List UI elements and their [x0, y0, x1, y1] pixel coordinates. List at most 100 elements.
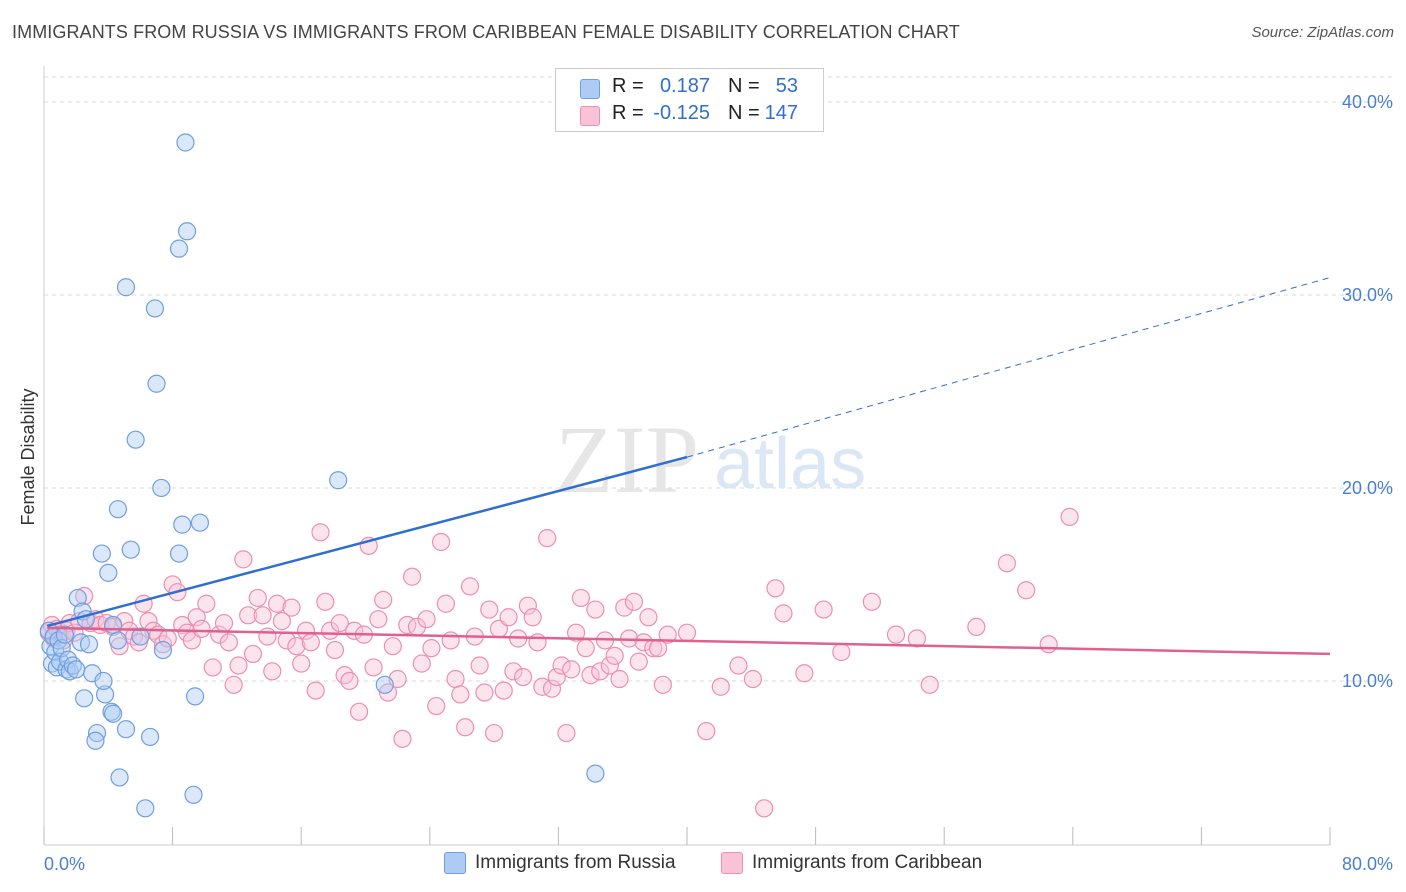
- caribbean-point: [920, 675, 939, 694]
- russia-point: [173, 515, 192, 534]
- caribbean-trend-line: [47, 626, 1331, 656]
- caribbean-point: [1060, 507, 1079, 527]
- caribbean-point: [316, 592, 335, 611]
- russia-point: [92, 544, 111, 563]
- russia-point: [104, 615, 123, 635]
- caribbean-point: [187, 608, 206, 627]
- legend-swatch-russia: [580, 79, 600, 99]
- russia-point: [55, 625, 74, 644]
- caribbean-point: [538, 529, 557, 548]
- caribbean-point: [528, 633, 547, 652]
- caribbean-point: [417, 610, 436, 629]
- caribbean-point: [1039, 635, 1058, 654]
- caribbean-point: [335, 666, 354, 685]
- caribbean-point: [403, 567, 422, 586]
- russia-point: [140, 727, 160, 747]
- y-axis-label: Female Disability: [18, 388, 38, 525]
- caribbean-point: [600, 656, 619, 675]
- russia-point: [52, 639, 71, 658]
- caribbean-point: [282, 598, 301, 617]
- caribbean-point: [306, 681, 325, 700]
- caribbean-point: [677, 623, 697, 642]
- russia-point: [99, 563, 118, 582]
- russia-point: [176, 133, 195, 152]
- russia-point: [169, 544, 189, 563]
- caribbean-point: [566, 623, 586, 642]
- russia-point: [152, 478, 171, 498]
- caribbean-point: [451, 685, 470, 704]
- russia-point: [375, 675, 394, 694]
- russia-point: [121, 540, 140, 559]
- caribbean-point: [523, 608, 542, 627]
- caribbean-point: [591, 662, 610, 681]
- y-tick-label: 40.0%: [1342, 92, 1393, 112]
- caribbean-point: [364, 658, 383, 677]
- legend-n-value: 53: [775, 75, 798, 97]
- caribbean-point: [697, 722, 716, 741]
- russia-points: [39, 133, 605, 818]
- caribbean-point: [248, 588, 267, 608]
- caribbean-point: [629, 652, 648, 671]
- caribbean-point: [292, 654, 311, 673]
- caribbean-point: [272, 612, 292, 631]
- x-tick-label: 0.0%: [44, 854, 85, 874]
- caribbean-point: [755, 799, 774, 818]
- caribbean-point: [494, 681, 513, 700]
- caribbean-point: [422, 639, 441, 658]
- russia-point: [94, 671, 113, 691]
- caribbean-point: [224, 675, 243, 694]
- caribbean-point: [513, 667, 533, 687]
- caribbean-point: [562, 660, 581, 679]
- caribbean-point: [547, 667, 566, 687]
- russia-point: [87, 723, 107, 743]
- caribbean-point: [301, 633, 320, 652]
- legend-r-value: -0.125: [653, 102, 710, 124]
- caribbean-point: [369, 610, 388, 629]
- legend-n-label: N =: [728, 75, 760, 97]
- caribbean-point: [576, 639, 595, 658]
- russia-point: [60, 662, 79, 681]
- caribbean-point: [441, 631, 460, 650]
- russia-point: [329, 471, 348, 490]
- russia-point: [186, 687, 205, 706]
- caribbean-point: [243, 644, 263, 664]
- x-tick-label: 80.0%: [1342, 854, 1393, 874]
- caribbean-point: [967, 617, 986, 637]
- chart-title: IMMIGRANTS FROM RUSSIA VS IMMIGRANTS FRO…: [12, 22, 960, 42]
- bottom-legend-label-caribbean: Immigrants from Caribbean: [752, 852, 983, 873]
- caribbean-point: [653, 675, 672, 694]
- caribbean-point: [431, 532, 451, 552]
- caribbean-point: [460, 577, 480, 596]
- caribbean-point: [774, 604, 793, 623]
- caribbean-point: [311, 523, 330, 542]
- caribbean-point: [832, 642, 851, 662]
- caribbean-point: [456, 718, 475, 737]
- source-label: Source: ZipAtlas.com: [1251, 24, 1394, 41]
- caribbean-point: [542, 679, 562, 698]
- russia-point: [116, 278, 136, 297]
- russia-point: [153, 640, 173, 660]
- bottom-legend-swatch-russia: [444, 852, 466, 874]
- y-tick-label: 30.0%: [1342, 285, 1393, 305]
- caribbean-point: [325, 640, 345, 660]
- y-tick-label: 10.0%: [1342, 671, 1393, 691]
- caribbean-point: [610, 669, 629, 689]
- caribbean-point: [287, 637, 306, 656]
- russia-point: [190, 513, 210, 532]
- legend-n-label: N =: [728, 102, 760, 124]
- russia-point: [184, 785, 203, 804]
- russia-point: [177, 222, 197, 241]
- caribbean-point: [605, 646, 624, 665]
- caribbean-point: [383, 637, 402, 656]
- caribbean-point: [1017, 581, 1036, 600]
- caribbean-point: [349, 702, 369, 721]
- watermark-atlas: atlas: [714, 424, 866, 504]
- legend-r-label: R =: [612, 75, 644, 97]
- caribbean-point: [203, 658, 222, 677]
- caribbean-point: [296, 621, 316, 640]
- caribbean-point: [446, 669, 465, 689]
- caribbean-point: [214, 613, 234, 633]
- legend-r-value: 0.187: [659, 75, 710, 97]
- caribbean-point: [571, 588, 591, 608]
- caribbean-point: [192, 619, 211, 638]
